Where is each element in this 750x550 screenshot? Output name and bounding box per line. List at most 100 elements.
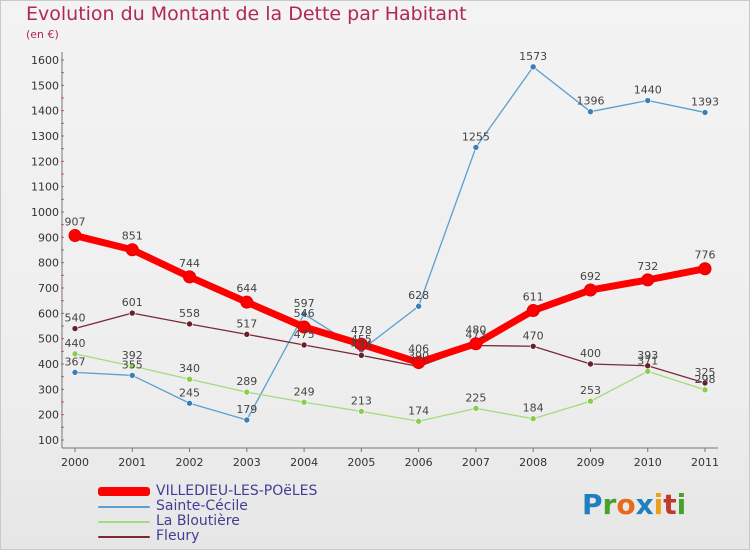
legend-item: Sainte-Cécile xyxy=(98,499,317,514)
data-label: 298 xyxy=(695,373,716,386)
data-point xyxy=(701,386,709,394)
data-point xyxy=(240,295,254,309)
data-label: 907 xyxy=(65,216,86,229)
data-point xyxy=(644,368,652,375)
data-point xyxy=(300,310,308,318)
logo-letter: r xyxy=(602,488,617,521)
y-tick-label: 100 xyxy=(38,434,59,447)
data-label: 628 xyxy=(408,289,429,302)
x-tick-label: 2002 xyxy=(176,456,204,469)
y-tick-label: 1000 xyxy=(31,206,59,219)
data-point xyxy=(128,362,136,370)
data-point xyxy=(698,262,712,276)
data-label: 184 xyxy=(523,402,544,415)
logo-letter: P xyxy=(582,488,603,521)
series-line-sainte-c-cile xyxy=(74,66,706,421)
logo-letter: x xyxy=(635,488,654,521)
logo-letter: t xyxy=(663,488,677,521)
data-point xyxy=(587,397,594,405)
y-tick-label: 900 xyxy=(38,231,59,244)
data-label: 179 xyxy=(236,403,257,416)
y-tick-label: 1200 xyxy=(31,155,59,168)
data-point xyxy=(415,417,422,425)
data-label: 597 xyxy=(294,297,315,310)
data-label: 253 xyxy=(580,384,601,397)
legend-label: La Bloutière xyxy=(156,513,240,529)
data-point xyxy=(526,304,540,318)
legend-swatch xyxy=(98,535,150,538)
data-label: 546 xyxy=(294,307,315,320)
data-label: 367 xyxy=(65,355,86,368)
data-point xyxy=(644,362,652,370)
data-point xyxy=(243,416,251,424)
data-point xyxy=(128,372,136,379)
data-point xyxy=(71,369,79,376)
x-tick-label: 2004 xyxy=(290,456,318,469)
series-line-la-blouti-re xyxy=(74,353,706,422)
legend-item: Fleury xyxy=(98,529,317,544)
data-point xyxy=(186,320,193,328)
data-label: 475 xyxy=(294,328,315,341)
data-label: 393 xyxy=(637,349,658,362)
data-label: 400 xyxy=(580,347,601,360)
data-point xyxy=(71,325,79,332)
x-tick-label: 2006 xyxy=(405,456,433,469)
data-point xyxy=(587,360,594,368)
data-label: 406 xyxy=(408,342,429,355)
data-point xyxy=(128,309,136,317)
data-label: 644 xyxy=(236,282,257,295)
y-tick-label: 1600 xyxy=(31,54,59,67)
data-label: 732 xyxy=(637,260,658,273)
data-label: 478 xyxy=(351,324,372,337)
y-tick-label: 400 xyxy=(38,358,59,371)
data-label: 1440 xyxy=(634,84,662,97)
data-point xyxy=(472,144,480,151)
data-point xyxy=(71,350,79,358)
data-label: 1393 xyxy=(691,95,719,108)
series-line-villedieu-les-po-les xyxy=(71,232,709,366)
data-point xyxy=(701,109,709,116)
data-label: 470 xyxy=(523,329,544,342)
data-label: 455 xyxy=(351,333,372,346)
data-label: 213 xyxy=(351,394,372,407)
data-label: 434 xyxy=(351,338,372,351)
logo-letter: o xyxy=(616,488,636,521)
data-label: 611 xyxy=(523,291,544,304)
data-point xyxy=(469,337,483,351)
x-tick-label: 2010 xyxy=(634,456,662,469)
data-point xyxy=(701,379,709,387)
data-point xyxy=(587,108,594,115)
data-label: 473 xyxy=(465,329,486,342)
chart-unit: (en €) xyxy=(26,28,59,41)
data-point xyxy=(529,415,537,423)
data-label: 325 xyxy=(695,366,716,379)
data-point xyxy=(68,229,82,243)
data-point xyxy=(529,342,537,350)
data-label: 371 xyxy=(637,354,658,367)
y-tick-label: 600 xyxy=(38,307,59,320)
data-label: 558 xyxy=(179,307,200,320)
data-label: 1573 xyxy=(519,50,547,63)
data-point xyxy=(183,270,197,284)
y-tick-label: 1400 xyxy=(31,105,59,118)
y-tick-label: 200 xyxy=(38,409,59,422)
data-point xyxy=(243,388,251,396)
data-label: 355 xyxy=(122,358,143,371)
logo-letter: i xyxy=(653,488,664,521)
data-label: 174 xyxy=(408,404,429,417)
data-point xyxy=(186,375,193,383)
x-tick-label: 2011 xyxy=(691,456,719,469)
data-point xyxy=(529,63,537,71)
data-point xyxy=(358,408,365,415)
data-point xyxy=(641,273,655,287)
data-point xyxy=(583,283,597,297)
data-label: 289 xyxy=(236,375,257,388)
y-tick-label: 700 xyxy=(38,282,59,295)
data-label: 392 xyxy=(122,349,143,362)
data-label: 540 xyxy=(65,312,86,325)
data-label: 245 xyxy=(179,386,200,399)
data-point xyxy=(125,243,139,257)
legend-swatch xyxy=(98,487,150,496)
legend-swatch xyxy=(98,505,150,508)
